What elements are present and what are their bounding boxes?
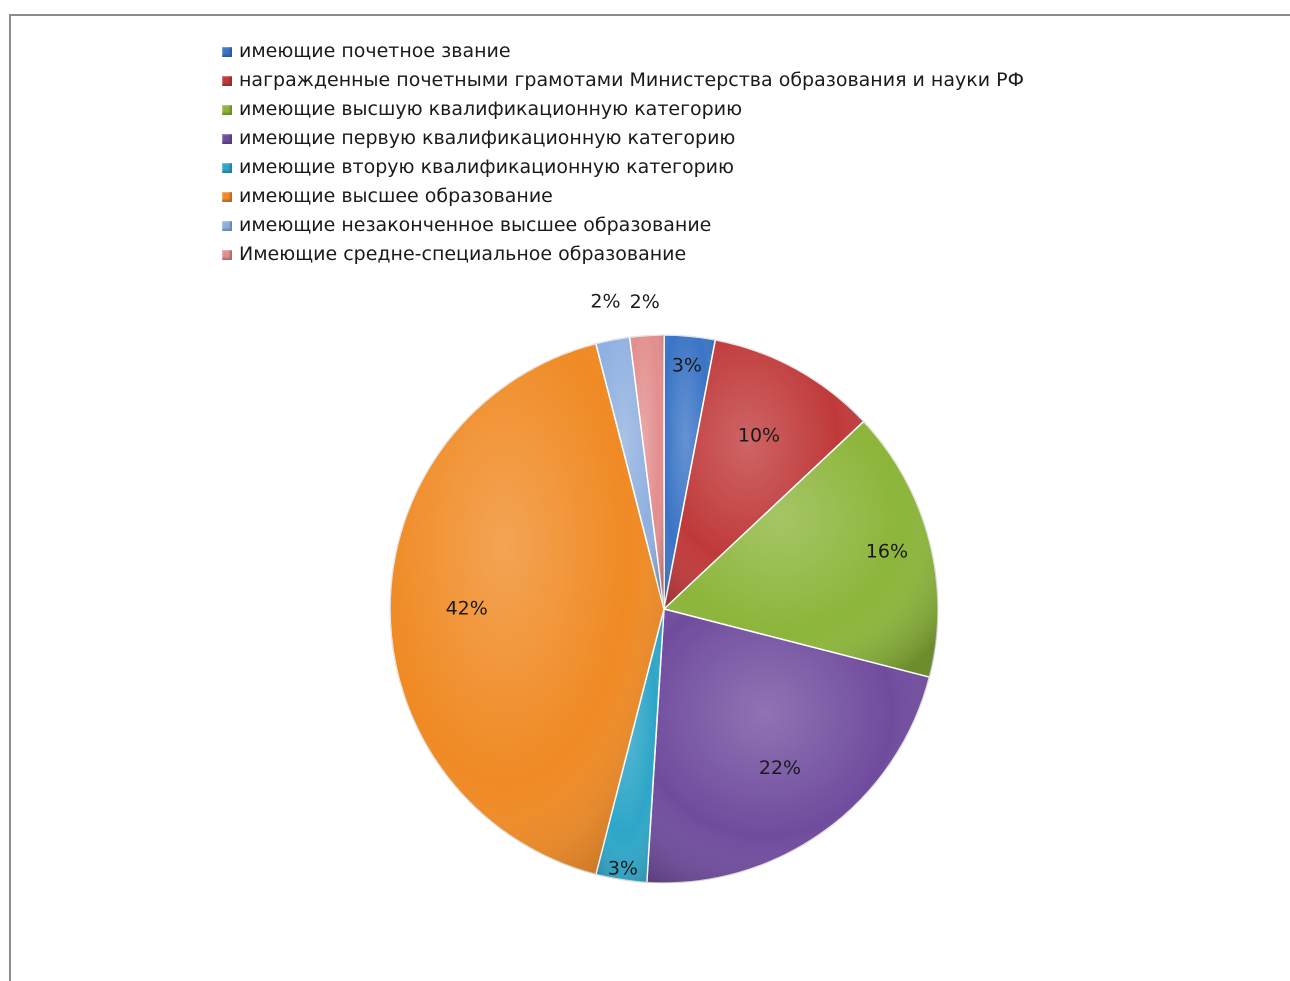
pie-slice-shading xyxy=(664,421,938,678)
legend-item: имеющие вторую квалификационную категори… xyxy=(222,153,1024,182)
legend-label: имеющие высшее образование xyxy=(239,185,553,207)
legend-swatch xyxy=(222,162,232,173)
pie-rim xyxy=(389,334,939,884)
legend-swatch xyxy=(222,133,232,144)
pie-data-label: 10% xyxy=(738,425,780,447)
pie-data-label: 2% xyxy=(590,291,620,313)
legend-label: имеющие высшую квалификационную категори… xyxy=(239,98,743,120)
pie-data-labels: 3% 10% 16% 22% 3% 42% 2% 2% xyxy=(446,291,908,880)
pie-data-label: 22% xyxy=(759,757,801,779)
legend-label: имеющие вторую квалификационную категори… xyxy=(239,156,735,178)
legend-item: награжденные почетными грамотами Министе… xyxy=(222,66,1024,95)
legend-item: имеющие высшую квалификационную категори… xyxy=(222,95,1024,124)
legend-swatch xyxy=(222,104,232,115)
pie-data-label: 3% xyxy=(608,857,638,879)
pie-slice-shading xyxy=(390,343,664,875)
pie-slice-shading xyxy=(646,609,930,884)
legend-item: имеющие первую квалификационную категори… xyxy=(222,124,1024,153)
legend-swatch xyxy=(222,75,232,86)
legend-label: имеющие почетное звание xyxy=(239,40,511,62)
pie-slices xyxy=(389,334,939,884)
legend-item: имеющие незаконченное высшее образование xyxy=(222,211,1024,240)
legend-label: имеющие первую квалификационную категори… xyxy=(239,127,736,149)
pie-data-label: 2% xyxy=(630,291,660,313)
pie-slice-shading xyxy=(629,335,664,609)
legend-item: Имеющие средне-специальное образование xyxy=(222,240,1024,269)
legend: имеющие почетное звание награжденные поч… xyxy=(222,37,1024,269)
legend-swatch xyxy=(222,191,232,202)
pie-slice-shading xyxy=(664,339,864,609)
legend-swatch xyxy=(222,249,232,260)
legend-item: имеющие почетное звание xyxy=(222,37,1024,66)
pie-data-label: 16% xyxy=(866,540,908,562)
pie-data-label: 3% xyxy=(672,355,702,377)
legend-item: имеющие высшее образование xyxy=(222,182,1024,211)
legend-swatch xyxy=(222,220,232,231)
pie-slice-shading xyxy=(595,337,664,609)
pie-data-label: 42% xyxy=(446,598,488,620)
legend-swatch xyxy=(222,46,232,57)
legend-label: награжденные почетными грамотами Министе… xyxy=(239,69,1024,91)
legend-label: имеющие незаконченное высшее образование xyxy=(239,214,712,236)
legend-label: Имеющие средне-специальное образование xyxy=(239,243,687,265)
